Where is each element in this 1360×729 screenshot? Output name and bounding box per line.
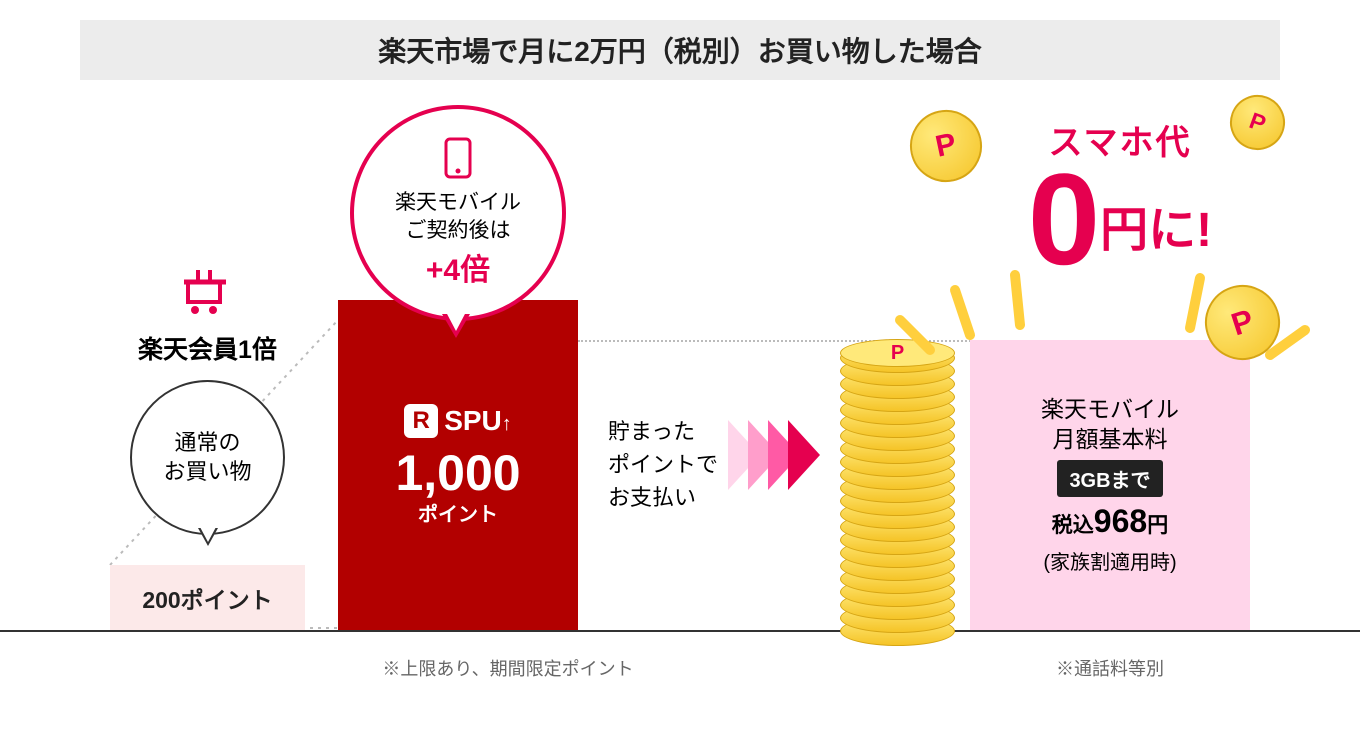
bubble2-text: 楽天モバイルご契約後は [395,189,521,246]
header-banner: 楽天市場で月に2万円（税別）お買い物した場合 [80,20,1280,80]
data-cap-chip: 3GBまで [1057,460,1162,497]
footnote-spu: ※上限あり、期間限定ポイント [338,655,678,681]
hero-line1: スマホ代 [970,115,1270,164]
bar-normal-points: 200ポイント [110,565,305,630]
hero-line2: 0円に! [970,164,1270,275]
spu-badge: R SPU↑ [404,404,512,438]
spu-text: SPU↑ [444,405,512,437]
bubble-mobile-bonus: 楽天モバイルご契約後は +4倍 [350,105,566,321]
price-panel: 楽天モバイル月額基本料 3GBまで 税込968円 (家族割適用時) [970,340,1250,630]
label-member-1x: 楽天会員1倍 [110,330,305,366]
price-title: 楽天モバイル月額基本料 [1041,395,1179,455]
spu-points-value: 1,000 [395,448,520,498]
bubble1-tail [198,528,218,546]
family-discount-note: (家族割適用時) [1043,546,1176,575]
hero-zero-yen: スマホ代 0円に! [970,115,1270,275]
bar-spu-points: R SPU↑ 1,000 ポイント [338,300,578,630]
price-value: 税込968円 [1052,503,1168,540]
chevron-arrow [740,420,820,490]
bubble1-line1: 通常の [174,429,240,458]
baseline-rule [0,630,1360,632]
cart-icon [180,270,230,315]
footnote-call-charges: ※通話料等別 [970,655,1250,681]
rakuten-r-icon: R [404,404,438,438]
bubble-normal-shopping: 通常の お買い物 [130,380,285,535]
smartphone-icon [443,137,473,179]
arrow-caption: 貯まった ポイントで お支払い [608,415,718,514]
spu-points-unit: ポイント [418,498,498,527]
bubble1-line2: お買い物 [163,458,251,487]
bubble2-multiplier: +4倍 [426,245,490,289]
chevron-icon [788,420,820,490]
bubble2-tail [442,314,470,338]
